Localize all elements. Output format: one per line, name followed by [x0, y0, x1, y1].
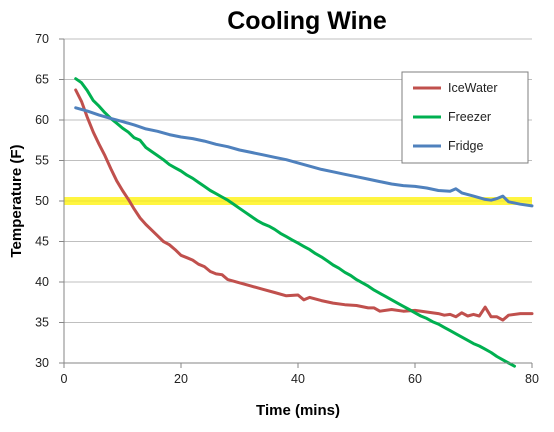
y-tick-label: 65: [35, 73, 49, 87]
y-tick-label: 50: [35, 194, 49, 208]
x-axis-label: Time (mins): [256, 402, 340, 419]
y-axis-label: Temperature (F): [8, 144, 25, 257]
x-tick-label: 80: [525, 372, 539, 386]
reference-band: [64, 197, 532, 205]
series-lines: [74, 77, 534, 368]
y-tick-labels: 30 35 40 45 50 55 60 65 70: [35, 32, 49, 370]
y-tick-label: 35: [35, 316, 49, 330]
legend-label-fridge: Fridge: [448, 139, 483, 153]
series-line-fridge: [74, 106, 534, 208]
y-tick-label: 60: [35, 113, 49, 127]
x-tick-label: 20: [174, 372, 188, 386]
y-tick-label: 55: [35, 154, 49, 168]
legend-items: IceWater Freezer Fridge: [413, 81, 498, 153]
x-tick-labels: 0 20 40 60 80: [61, 372, 539, 386]
y-tick-label: 45: [35, 235, 49, 249]
x-tick-label: 0: [61, 372, 68, 386]
x-tick-label: 40: [291, 372, 305, 386]
x-tick-label: 60: [408, 372, 422, 386]
y-tick-label: 70: [35, 32, 49, 46]
legend-label-icewater: IceWater: [448, 81, 498, 95]
y-tick-label: 40: [35, 275, 49, 289]
chart-title: Cooling Wine: [227, 7, 387, 35]
y-tick-label: 30: [35, 356, 49, 370]
series-line-icewater: [74, 88, 534, 322]
axes: [59, 38, 533, 368]
series-line-freezer: [74, 77, 516, 368]
legend: IceWater Freezer Fridge: [401, 71, 529, 164]
legend-label-freezer: Freezer: [448, 110, 491, 124]
